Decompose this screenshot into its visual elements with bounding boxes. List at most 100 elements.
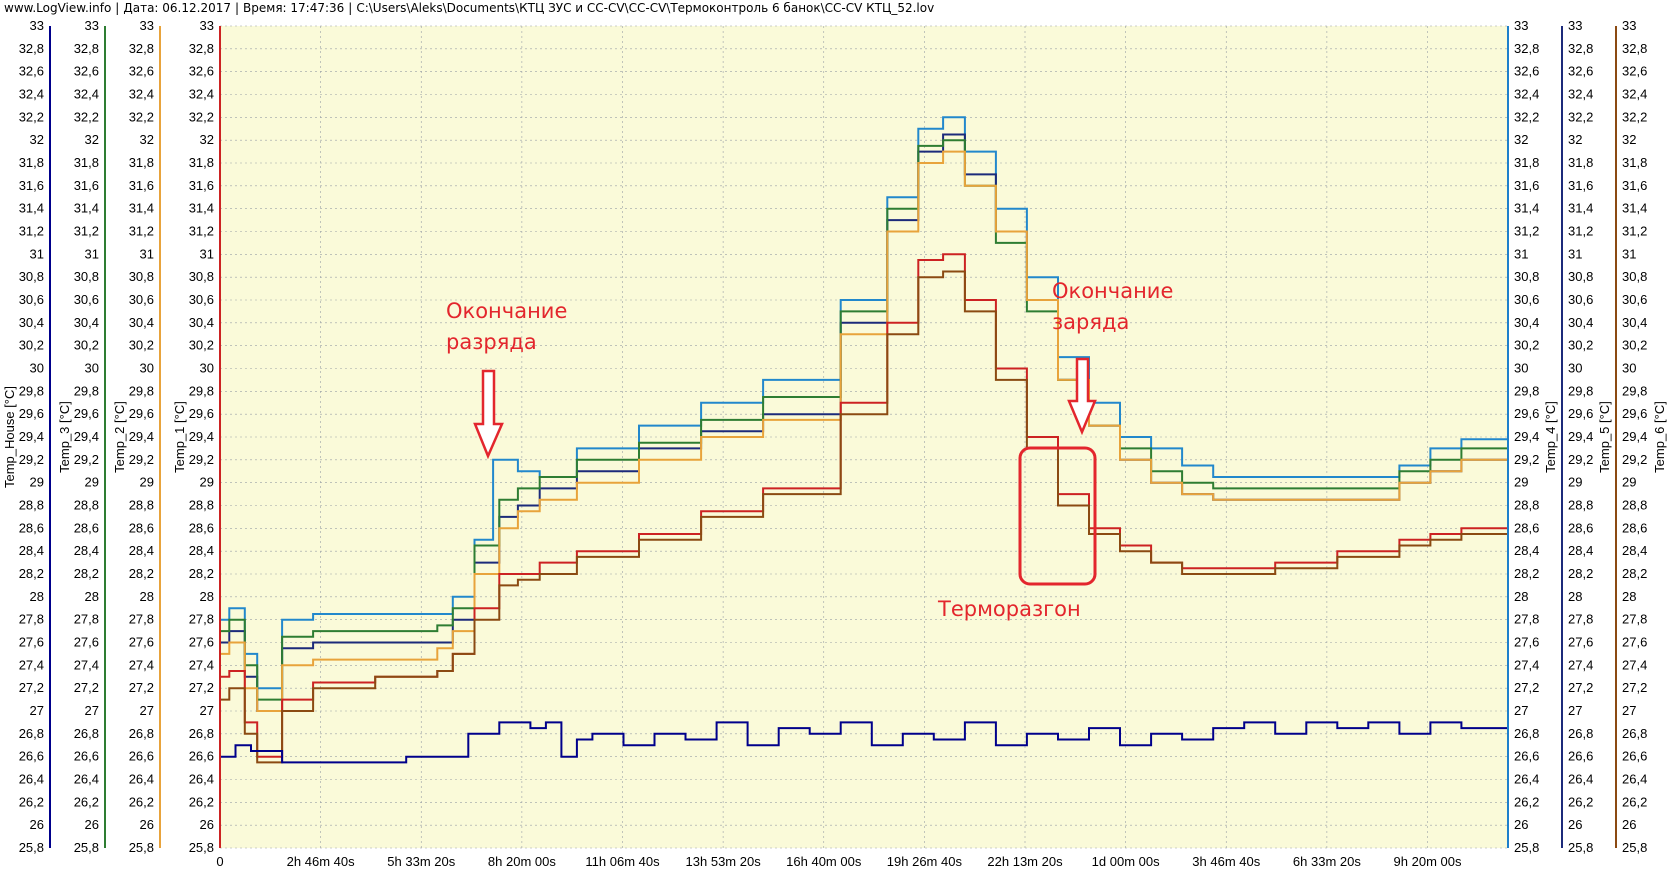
y-tick-label: 31 xyxy=(200,246,214,261)
y-tick-label: 30,2 xyxy=(74,338,99,353)
y-tick-label: 26,6 xyxy=(129,749,154,764)
y-tick-label: 32,8 xyxy=(19,41,44,56)
y-tick-label: 28 xyxy=(1568,589,1582,604)
y-tick-label: 26 xyxy=(200,817,214,832)
y-tick-label: 31,6 xyxy=(189,178,214,193)
y-tick-label: 26,6 xyxy=(74,749,99,764)
y-tick-label: 31,4 xyxy=(189,201,214,216)
axes-group: 33 32,8 32,6 32,4 32,2 32 31,8 31,6 31,4 31,2 31 30… xyxy=(2,18,1667,855)
y-tick-label: 26 xyxy=(1568,817,1582,832)
y-tick-label: 30,2 xyxy=(1514,338,1539,353)
arrow-icon xyxy=(473,369,504,460)
y-tick-label: 32,4 xyxy=(1568,87,1593,102)
y-tick-label: 27,8 xyxy=(74,612,99,627)
y-tick-label: 31,2 xyxy=(19,224,44,239)
y-tick-label: 29,2 xyxy=(1514,452,1539,467)
y-tick-label: 26,4 xyxy=(1514,772,1539,787)
title-separator: | xyxy=(234,1,240,15)
axis-title: Temp_4 [°C] xyxy=(1543,401,1558,473)
y-tick-label: 32,4 xyxy=(19,87,44,102)
y-tick-label: 30,4 xyxy=(74,315,99,330)
y-tick-label: 28,6 xyxy=(1514,520,1539,535)
y-tick-label: 27,6 xyxy=(1622,635,1647,650)
y-tick-label: 29,6 xyxy=(189,406,214,421)
y-tick-label: 27,2 xyxy=(19,680,44,695)
y-tick-label: 27,2 xyxy=(129,680,154,695)
y-tick-label: 26,8 xyxy=(19,726,44,741)
y-tick-label: 28,6 xyxy=(189,520,214,535)
y-tick-label: 30 xyxy=(200,361,214,376)
y-tick-label: 27,2 xyxy=(74,680,99,695)
y-tick-label: 28 xyxy=(1622,589,1636,604)
y-tick-label: 26,8 xyxy=(1568,726,1593,741)
title-separator: | xyxy=(115,1,120,15)
y-tick-label: 32,4 xyxy=(74,87,99,102)
y-tick-label: 27,4 xyxy=(74,657,99,672)
x-tick-label: 5h 33m 20s xyxy=(387,854,455,869)
y-tick-label: 29,2 xyxy=(19,452,44,467)
y-tick-label: 26 xyxy=(85,817,99,832)
y-tick-label: 31,4 xyxy=(1568,201,1593,216)
y-tick-label: 29 xyxy=(140,475,154,490)
file-path-label: C:\Users\Aleks\Documents\КТЦ ЗУС и CC-CV… xyxy=(356,1,935,15)
y-tick-label: 32,4 xyxy=(129,87,154,102)
axis-title: Temp_House [°C] xyxy=(2,386,17,488)
y-tick-label: 31,2 xyxy=(1622,224,1647,239)
y-tick-label: 29,4 xyxy=(1514,429,1539,444)
y-tick-label: 32,2 xyxy=(189,109,214,124)
y-tick-label: 30,6 xyxy=(74,292,99,307)
y-tick-label: 29,2 xyxy=(1622,452,1647,467)
y-tick-label: 27,8 xyxy=(1514,612,1539,627)
y-tick-label: 32,8 xyxy=(1622,41,1647,56)
y-tick-label: 27 xyxy=(30,703,44,718)
y-tick-label: 28,8 xyxy=(19,498,44,513)
y-tick-label: 32,8 xyxy=(189,41,214,56)
y-tick-label: 31 xyxy=(30,246,44,261)
x-tick-label: 3h 46m 40s xyxy=(1192,854,1260,869)
plot-area xyxy=(220,26,1508,848)
grid-lines: 0 2h 46m 40s 5h 33m 20s 8h 20m 00s 11h 06m 4… xyxy=(216,25,1508,869)
y-tick-label: 31,4 xyxy=(74,201,99,216)
y-tick-label: 31 xyxy=(85,246,99,261)
x-tick-label: 9h 20m 00s xyxy=(1394,854,1462,869)
y-tick-label: 32,6 xyxy=(1514,64,1539,79)
y-tick-label: 30,8 xyxy=(74,269,99,284)
y-tick-label: 31,6 xyxy=(1514,178,1539,193)
y-tick-label: 26,2 xyxy=(19,794,44,809)
y-tick-label: 26 xyxy=(140,817,154,832)
y-tick-label: 27,8 xyxy=(189,612,214,627)
y-tick-label: 31,8 xyxy=(129,155,154,170)
y-tick-label: 27 xyxy=(200,703,214,718)
y-tick-label: 26,6 xyxy=(189,749,214,764)
y-tick-label: 33 xyxy=(1568,18,1582,33)
y-tick-label: 28,8 xyxy=(1514,498,1539,513)
y-tick-label: 31,6 xyxy=(1568,178,1593,193)
y-tick-label: 30,8 xyxy=(1622,269,1647,284)
y-tick-label: 27,2 xyxy=(189,680,214,695)
y-tick-label: 26 xyxy=(1622,817,1636,832)
y-tick-label: 30 xyxy=(1622,361,1636,376)
x-tick-label: 8h 20m 00s xyxy=(488,854,556,869)
y-tick-label: 31,8 xyxy=(19,155,44,170)
y-tick-label: 30,8 xyxy=(189,269,214,284)
y-tick-label: 28,6 xyxy=(19,520,44,535)
y-tick-label: 29,6 xyxy=(129,406,154,421)
y-tick-label: 28 xyxy=(30,589,44,604)
y-tick-label: 31,6 xyxy=(129,178,154,193)
y-tick-label: 26,6 xyxy=(1514,749,1539,764)
y-tick-label: 28,4 xyxy=(19,543,44,558)
y-tick-label: 32,2 xyxy=(19,109,44,124)
y-tick-label: 29,8 xyxy=(129,383,154,398)
axis-title: Temp_5 [°C] xyxy=(1597,401,1612,473)
x-tick-label: 6h 33m 20s xyxy=(1293,854,1361,869)
y-tick-label: 27 xyxy=(1568,703,1582,718)
axis-title: Temp_6 [°C] xyxy=(1652,401,1667,473)
y-tick-label: 30,8 xyxy=(129,269,154,284)
y-tick-label: 30 xyxy=(1514,361,1528,376)
y-tick-label: 27,6 xyxy=(74,635,99,650)
y-tick-label: 32 xyxy=(140,132,154,147)
annotation-group: Окончание разряда Окончание заряда Терморазг… xyxy=(446,279,1173,621)
y-tick-label: 27,6 xyxy=(129,635,154,650)
y-tick-label: 28,2 xyxy=(1622,566,1647,581)
y-tick-label: 31,6 xyxy=(1622,178,1647,193)
